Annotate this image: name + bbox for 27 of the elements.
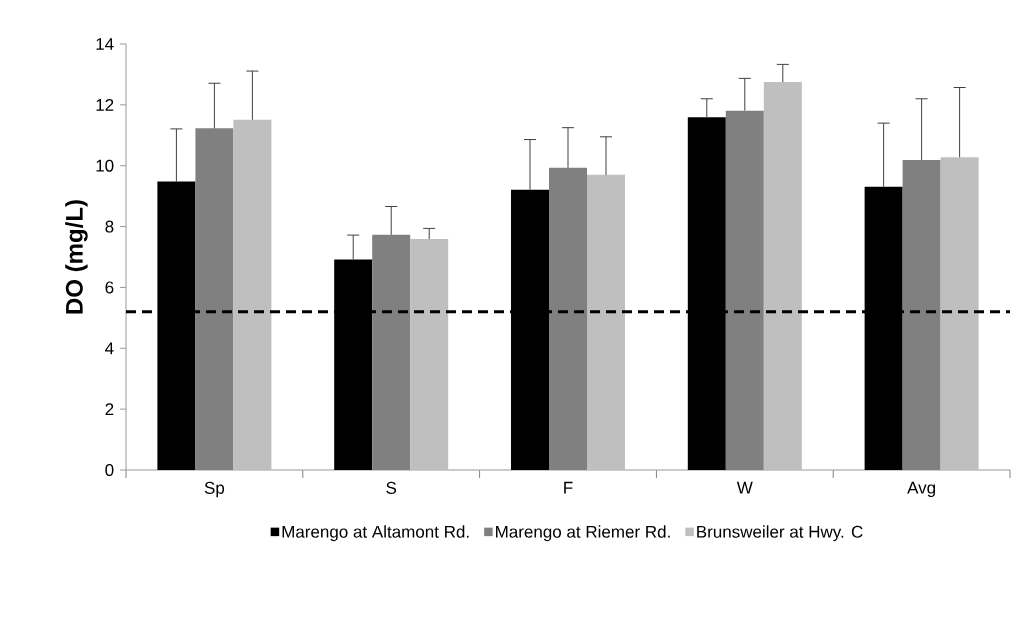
bar [410, 239, 449, 470]
y-tick-label: 6 [105, 281, 114, 294]
y-axis-title: DO (mg/L) [65, 200, 88, 314]
y-tick-label: 8 [105, 220, 114, 233]
bar [902, 159, 941, 470]
x-tick-label: S [386, 481, 397, 494]
x-tick-label: W [736, 481, 753, 494]
y-tick-label: 12 [96, 98, 114, 111]
y-tick-label: 14 [96, 38, 114, 50]
bar [763, 82, 802, 470]
x-tick-label: Avg [907, 481, 936, 498]
y-tick-label: 10 [96, 159, 114, 172]
bar [549, 167, 587, 470]
bar [940, 157, 979, 470]
legend-label: Marengo at Altamont Rd. [282, 525, 469, 542]
x-tick-label: F [564, 481, 573, 494]
bar [233, 119, 272, 470]
legend-label: Marengo at Riemer Rd. [496, 525, 670, 542]
legend-label: Brunsweiler at Hwy. C [697, 525, 863, 542]
y-tick-label: 2 [105, 403, 114, 416]
bar [372, 234, 411, 470]
x-tick-label: Sp [204, 481, 225, 498]
bar [195, 128, 234, 470]
y-tick-label: 4 [105, 342, 114, 355]
bar [587, 174, 625, 470]
y-tick-label: 0 [105, 463, 114, 477]
bar [725, 110, 764, 470]
